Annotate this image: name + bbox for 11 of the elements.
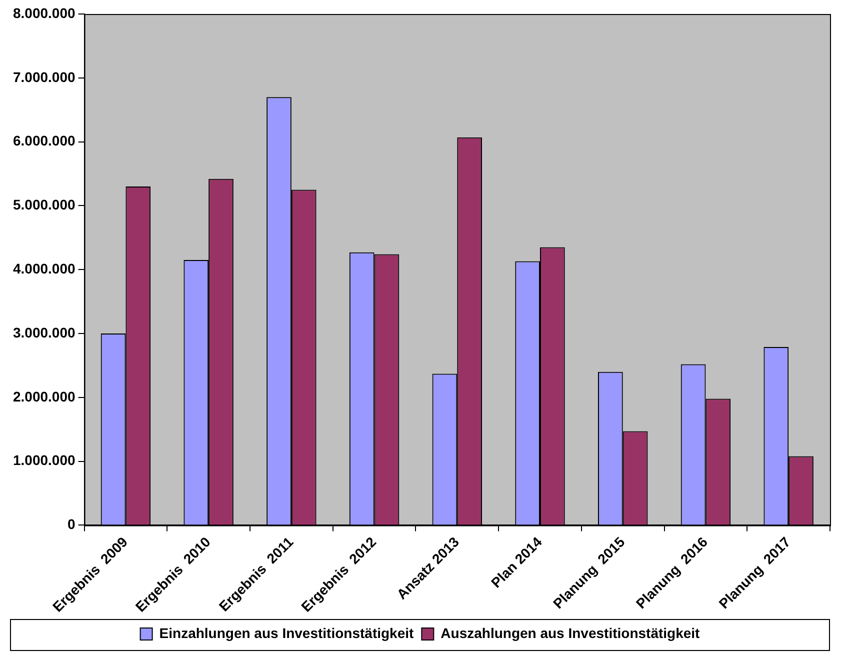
y-tick-label: 6.000.000	[12, 132, 76, 149]
y-tick-label: 1.000.000	[12, 452, 76, 468]
y-tick-label: 8.000.000	[12, 4, 76, 21]
legend-label: Auszahlungen aus Investitionstätigkeit	[440, 624, 700, 641]
y-tick-label: 0	[67, 516, 76, 532]
y-tick-label: 4.000.000	[12, 260, 76, 276]
legend-label: Einzahlungen aus Investitionstätigkeit	[159, 624, 414, 641]
y-tick-label: 3.000.000	[12, 324, 76, 340]
y-tick-label: 7.000.000	[12, 68, 76, 85]
y-tick-label: 2.000.000	[12, 388, 76, 404]
y-tick-label: 5.000.000	[12, 196, 76, 213]
